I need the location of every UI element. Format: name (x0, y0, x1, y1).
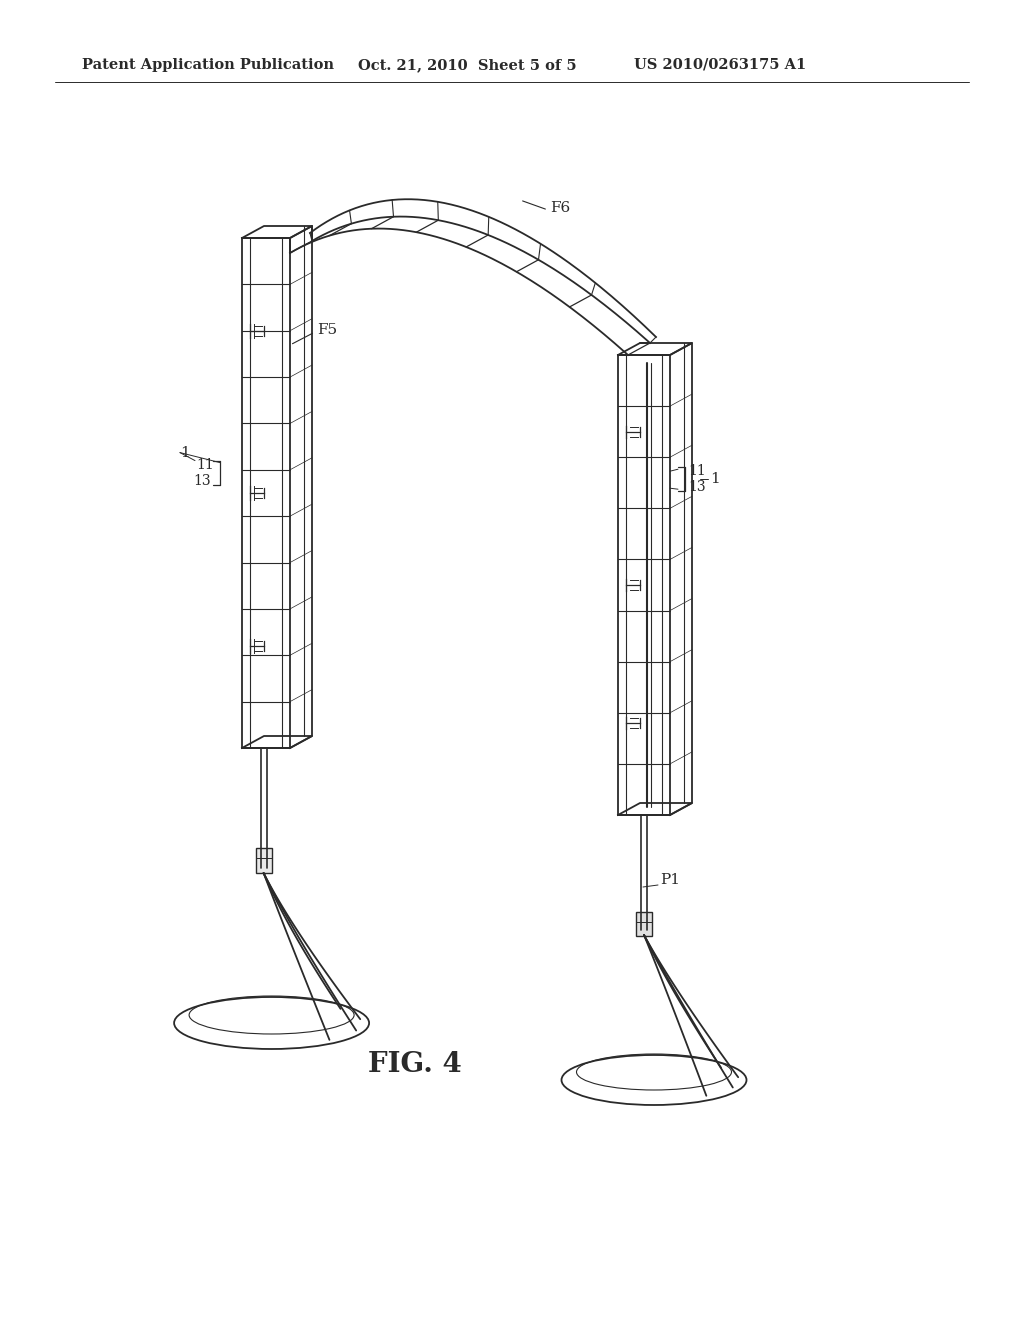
Text: Oct. 21, 2010  Sheet 5 of 5: Oct. 21, 2010 Sheet 5 of 5 (358, 58, 577, 73)
Text: Patent Application Publication: Patent Application Publication (82, 58, 334, 73)
Bar (636, 912, 652, 936)
Text: 11: 11 (196, 458, 214, 471)
Text: F5: F5 (317, 323, 337, 337)
Text: 13: 13 (688, 480, 706, 494)
Text: F6: F6 (550, 201, 570, 215)
Text: 11: 11 (688, 465, 706, 478)
Text: FIG. 4: FIG. 4 (368, 1052, 462, 1078)
Text: 1: 1 (710, 473, 720, 486)
Text: 13: 13 (193, 474, 211, 487)
Text: US 2010/0263175 A1: US 2010/0263175 A1 (634, 58, 806, 73)
Text: 1: 1 (180, 446, 189, 459)
Text: P1: P1 (660, 873, 680, 887)
Bar (256, 847, 271, 873)
